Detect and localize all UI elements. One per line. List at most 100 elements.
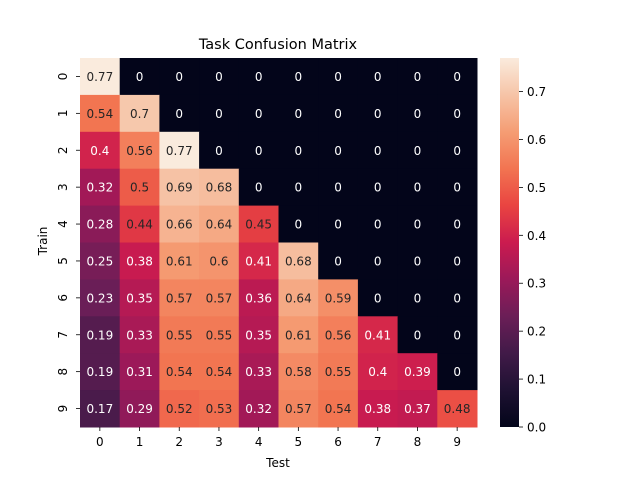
heatmap-cell bbox=[437, 205, 478, 243]
x-tick-label: 8 bbox=[414, 435, 422, 449]
colorbar-gradient bbox=[500, 58, 519, 427]
cell-value-label: 0.45 bbox=[245, 218, 272, 232]
heatmap-cell bbox=[238, 242, 279, 280]
heatmap-cell bbox=[80, 131, 121, 170]
cell-value-label: 0.64 bbox=[285, 291, 312, 305]
y-tick-label: 9 bbox=[56, 405, 70, 413]
cell-value-label: 0 bbox=[136, 70, 144, 84]
heatmap-cell bbox=[238, 58, 279, 96]
cell-value-label: 0 bbox=[414, 328, 422, 342]
heatmap-cell bbox=[278, 58, 319, 96]
heatmap-cell bbox=[357, 390, 399, 428]
heatmap-cell bbox=[397, 131, 438, 170]
cell-value-label: 0 bbox=[453, 144, 461, 158]
chart-title: Task Confusion Matrix bbox=[198, 37, 358, 53]
cell-value-label: 0 bbox=[374, 107, 382, 121]
heatmap-cell bbox=[278, 279, 319, 317]
cell-value-label: 0 bbox=[414, 70, 422, 84]
heatmap-cell bbox=[357, 316, 399, 354]
cell-value-label: 0 bbox=[453, 218, 461, 232]
cell-value-label: 0 bbox=[453, 291, 461, 305]
heatmap-cell bbox=[397, 168, 438, 207]
heatmap-cell bbox=[437, 353, 478, 391]
y-tick-label: 8 bbox=[56, 368, 70, 376]
heatmap-cell bbox=[357, 242, 399, 280]
heatmap-cell bbox=[80, 242, 121, 280]
cell-value-label: 0.69 bbox=[166, 181, 193, 195]
cell-value-label: 0 bbox=[255, 144, 263, 158]
heatmap-cell bbox=[199, 316, 240, 354]
heatmap-cell bbox=[159, 242, 200, 280]
colorbar-tick-label: 0.0 bbox=[527, 421, 546, 435]
heatmap-cell bbox=[318, 205, 359, 243]
colorbar: 0.0 0.1 0.2 0.3 0.4 0.5 0.6 0.7 bbox=[500, 58, 546, 435]
cell-value-label: 0.28 bbox=[86, 218, 113, 232]
x-tick-label: 0 bbox=[96, 435, 104, 449]
cell-value-label: 0 bbox=[374, 70, 382, 84]
cell-value-label: 0 bbox=[453, 254, 461, 268]
heatmap-cell bbox=[80, 279, 121, 317]
x-tick-label: 7 bbox=[374, 435, 382, 449]
heatmap-cell bbox=[318, 242, 359, 280]
cell-value-label: 0 bbox=[374, 144, 382, 158]
cell-value-label: 0.35 bbox=[126, 291, 153, 305]
cell-value-label: 0.6 bbox=[209, 254, 228, 268]
heatmap-cell bbox=[238, 131, 279, 170]
cell-value-label: 0 bbox=[215, 70, 223, 84]
heatmap-cell bbox=[80, 390, 121, 428]
cell-value-label: 0.4 bbox=[368, 365, 387, 379]
heatmap-cell bbox=[119, 242, 160, 280]
heatmap-cell bbox=[119, 390, 160, 428]
cell-value-label: 0.39 bbox=[404, 365, 431, 379]
cell-value-label: 0.57 bbox=[285, 402, 312, 416]
cell-value-label: 0 bbox=[215, 107, 223, 121]
y-tick-label: 3 bbox=[56, 183, 70, 191]
cell-value-label: 0 bbox=[453, 107, 461, 121]
cell-value-label: 0 bbox=[453, 70, 461, 84]
heatmap-cell bbox=[397, 390, 438, 428]
heatmap-cell bbox=[318, 390, 359, 428]
cell-value-label: 0.41 bbox=[245, 254, 272, 268]
y-tick-label: 5 bbox=[56, 257, 70, 265]
cell-value-label: 0.57 bbox=[166, 291, 193, 305]
cell-value-label: 0.54 bbox=[206, 365, 233, 379]
heatmap-cell bbox=[80, 205, 121, 243]
x-tick-label: 6 bbox=[334, 435, 342, 449]
heatmap-cell bbox=[119, 353, 160, 391]
cell-value-label: 0 bbox=[334, 181, 342, 195]
cell-value-label: 0.77 bbox=[166, 144, 193, 158]
cell-value-label: 0.31 bbox=[126, 365, 153, 379]
cell-value-label: 0 bbox=[334, 144, 342, 158]
heatmap-cell bbox=[357, 353, 399, 391]
heatmap-cell bbox=[238, 316, 279, 354]
heatmap-cell bbox=[159, 168, 200, 207]
cell-value-label: 0.68 bbox=[206, 181, 233, 195]
heatmap-cells: 0.77 0 0 0 0 0 0 0 0 0 0.54 0.7 0 0 0 0 0 0 0 0 0.4 0.56 0.77 0… bbox=[80, 58, 478, 428]
heatmap-cell bbox=[159, 94, 200, 133]
x-axis-label: Test bbox=[265, 456, 290, 470]
heatmap-cell bbox=[397, 94, 438, 133]
heatmap-cell bbox=[278, 205, 319, 243]
cell-value-label: 0.29 bbox=[126, 402, 153, 416]
cell-value-label: 0 bbox=[334, 254, 342, 268]
cell-value-label: 0 bbox=[414, 107, 422, 121]
heatmap-cell bbox=[278, 316, 319, 354]
heatmap-cell bbox=[80, 94, 121, 133]
cell-value-label: 0.61 bbox=[285, 328, 312, 342]
cell-value-label: 0.66 bbox=[166, 218, 193, 232]
cell-value-label: 0 bbox=[414, 144, 422, 158]
heatmap-cell bbox=[199, 94, 240, 133]
heatmap-cell bbox=[119, 205, 160, 243]
heatmap-cell bbox=[357, 94, 399, 133]
heatmap-cell bbox=[318, 279, 359, 317]
cell-value-label: 0 bbox=[255, 107, 263, 121]
cell-value-label: 0.68 bbox=[285, 254, 312, 268]
cell-value-label: 0 bbox=[295, 107, 303, 121]
cell-value-label: 0.53 bbox=[206, 402, 233, 416]
heatmap-cell bbox=[119, 168, 160, 207]
heatmap-cell bbox=[437, 390, 478, 428]
heatmap-cell bbox=[80, 353, 121, 391]
cell-value-label: 0.48 bbox=[444, 402, 471, 416]
x-tick-label: 1 bbox=[136, 435, 144, 449]
